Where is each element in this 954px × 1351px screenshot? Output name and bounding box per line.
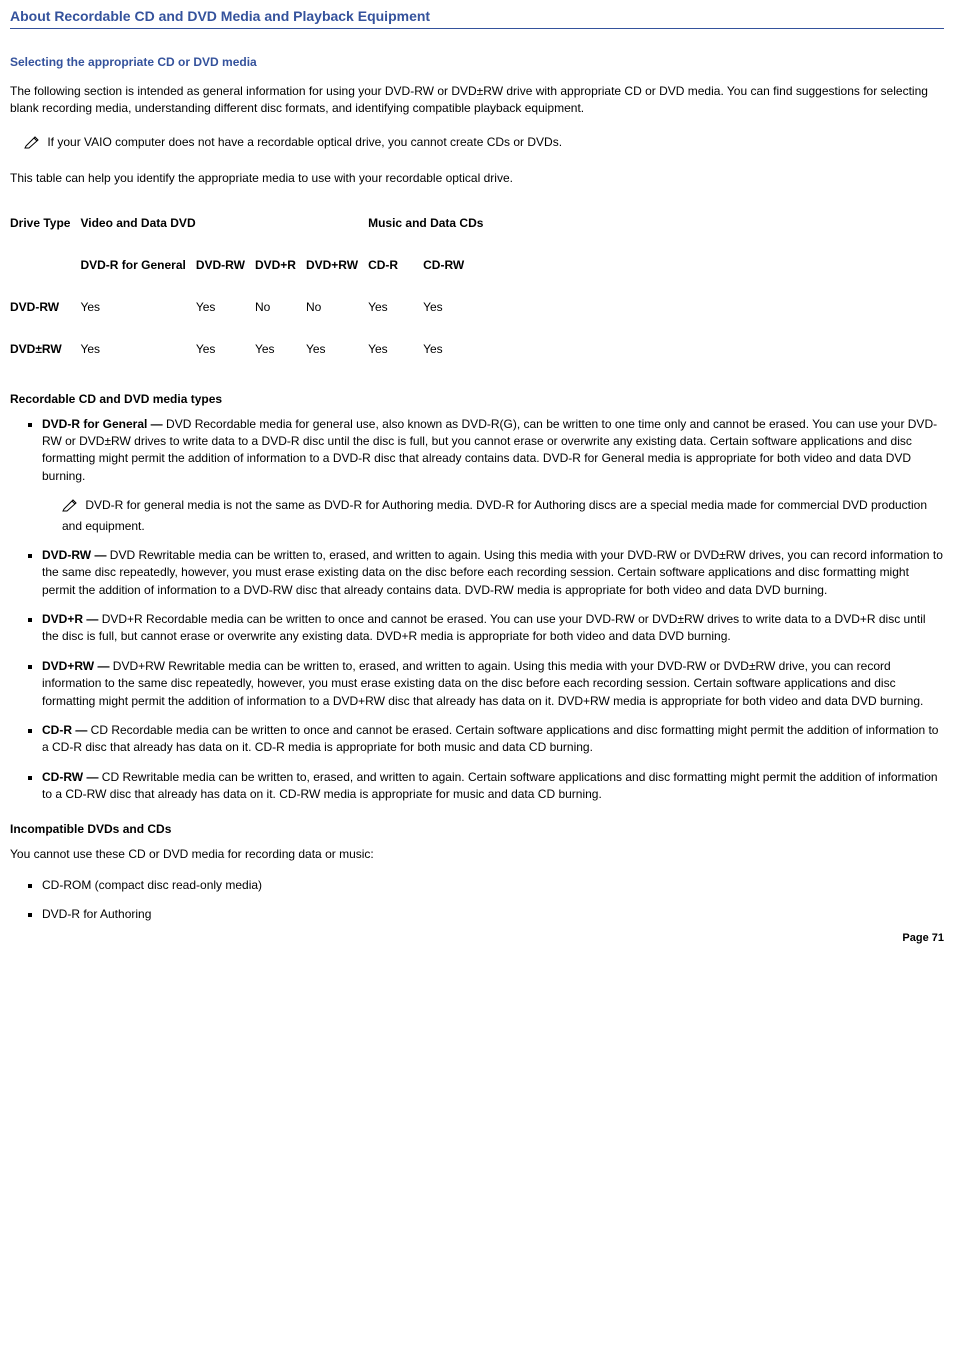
incompatible-heading: Incompatible DVDs and CDs	[10, 822, 944, 836]
th-col: DVD-RW	[196, 244, 255, 286]
note-block: If your VAIO computer does not have a re…	[24, 134, 944, 154]
cell: Yes	[368, 286, 423, 328]
th-video-data: Video and Data DVD	[80, 202, 368, 244]
th-blank	[10, 244, 80, 286]
list-item: DVD-RW — DVD Rewritable media can be wri…	[42, 547, 944, 599]
cell: No	[255, 286, 306, 328]
cell: Yes	[306, 328, 368, 370]
th-col: DVD-R for General	[80, 244, 195, 286]
cell: Yes	[368, 328, 423, 370]
term: DVD-RW —	[42, 548, 110, 562]
th-col: DVD+RW	[306, 244, 368, 286]
cell: Yes	[423, 328, 493, 370]
cell: Yes	[196, 286, 255, 328]
term: CD-RW —	[42, 770, 102, 784]
cell: Yes	[423, 286, 493, 328]
cell: No	[306, 286, 368, 328]
desc: CD Rewritable media can be written to, e…	[42, 770, 938, 801]
desc: DVD+RW Rewritable media can be written t…	[42, 659, 923, 708]
intro-paragraph: The following section is intended as gen…	[10, 83, 944, 118]
cell: Yes	[196, 328, 255, 370]
list-item: DVD-R for General — DVD Recordable media…	[42, 416, 944, 535]
cell: Yes	[255, 328, 306, 370]
list-item: CD-RW — CD Rewritable media can be writt…	[42, 769, 944, 804]
row-label: DVD-RW	[10, 286, 80, 328]
inline-note-text: DVD-R for general media is not the same …	[62, 498, 927, 532]
inline-note: DVD-R for general media is not the same …	[62, 497, 944, 535]
cell: Yes	[80, 328, 195, 370]
note-icon	[62, 498, 78, 517]
cell: Yes	[80, 286, 195, 328]
table-column-header-row: DVD-R for General DVD-RW DVD+R DVD+RW CD…	[10, 244, 493, 286]
th-drivetype: Drive Type	[10, 202, 80, 244]
desc: DVD Recordable media for general use, al…	[42, 417, 937, 483]
row-label: DVD±RW	[10, 328, 80, 370]
desc: CD Recordable media can be written to on…	[42, 723, 938, 754]
list-item: CD-R — CD Recordable media can be writte…	[42, 722, 944, 757]
th-col: CD-RW	[423, 244, 493, 286]
page-number: Page 71	[902, 932, 944, 944]
page-title: About Recordable CD and DVD Media and Pl…	[10, 8, 944, 29]
term: DVD+R —	[42, 612, 102, 626]
table-row: DVD-RW Yes Yes No No Yes Yes	[10, 286, 493, 328]
media-table: Drive Type Video and Data DVD Music and …	[10, 202, 493, 370]
list-item: DVD+RW — DVD+RW Rewritable media can be …	[42, 658, 944, 710]
media-types-list: DVD-R for General — DVD Recordable media…	[10, 416, 944, 804]
list-item: DVD-R for Authoring	[42, 906, 944, 923]
section-heading: Selecting the appropriate CD or DVD medi…	[10, 55, 944, 69]
note-icon	[24, 135, 40, 154]
th-music-data: Music and Data CDs	[368, 202, 493, 244]
note-text: If your VAIO computer does not have a re…	[47, 135, 562, 149]
media-types-heading: Recordable CD and DVD media types	[10, 392, 944, 406]
list-item: CD-ROM (compact disc read-only media)	[42, 877, 944, 894]
term: DVD+RW —	[42, 659, 113, 673]
desc: DVD+R Recordable media can be written to…	[42, 612, 926, 643]
table-top-header-row: Drive Type Video and Data DVD Music and …	[10, 202, 493, 244]
th-col: CD-R	[368, 244, 423, 286]
incompatible-intro: You cannot use these CD or DVD media for…	[10, 846, 944, 863]
desc: DVD Rewritable media can be written to, …	[42, 548, 943, 597]
table-row: DVD±RW Yes Yes Yes Yes Yes Yes	[10, 328, 493, 370]
list-item: DVD+R — DVD+R Recordable media can be wr…	[42, 611, 944, 646]
incompatible-list: CD-ROM (compact disc read-only media) DV…	[10, 877, 944, 924]
th-col: DVD+R	[255, 244, 306, 286]
term: DVD-R for General —	[42, 417, 166, 431]
table-intro: This table can help you identify the app…	[10, 170, 944, 187]
term: CD-R —	[42, 723, 91, 737]
